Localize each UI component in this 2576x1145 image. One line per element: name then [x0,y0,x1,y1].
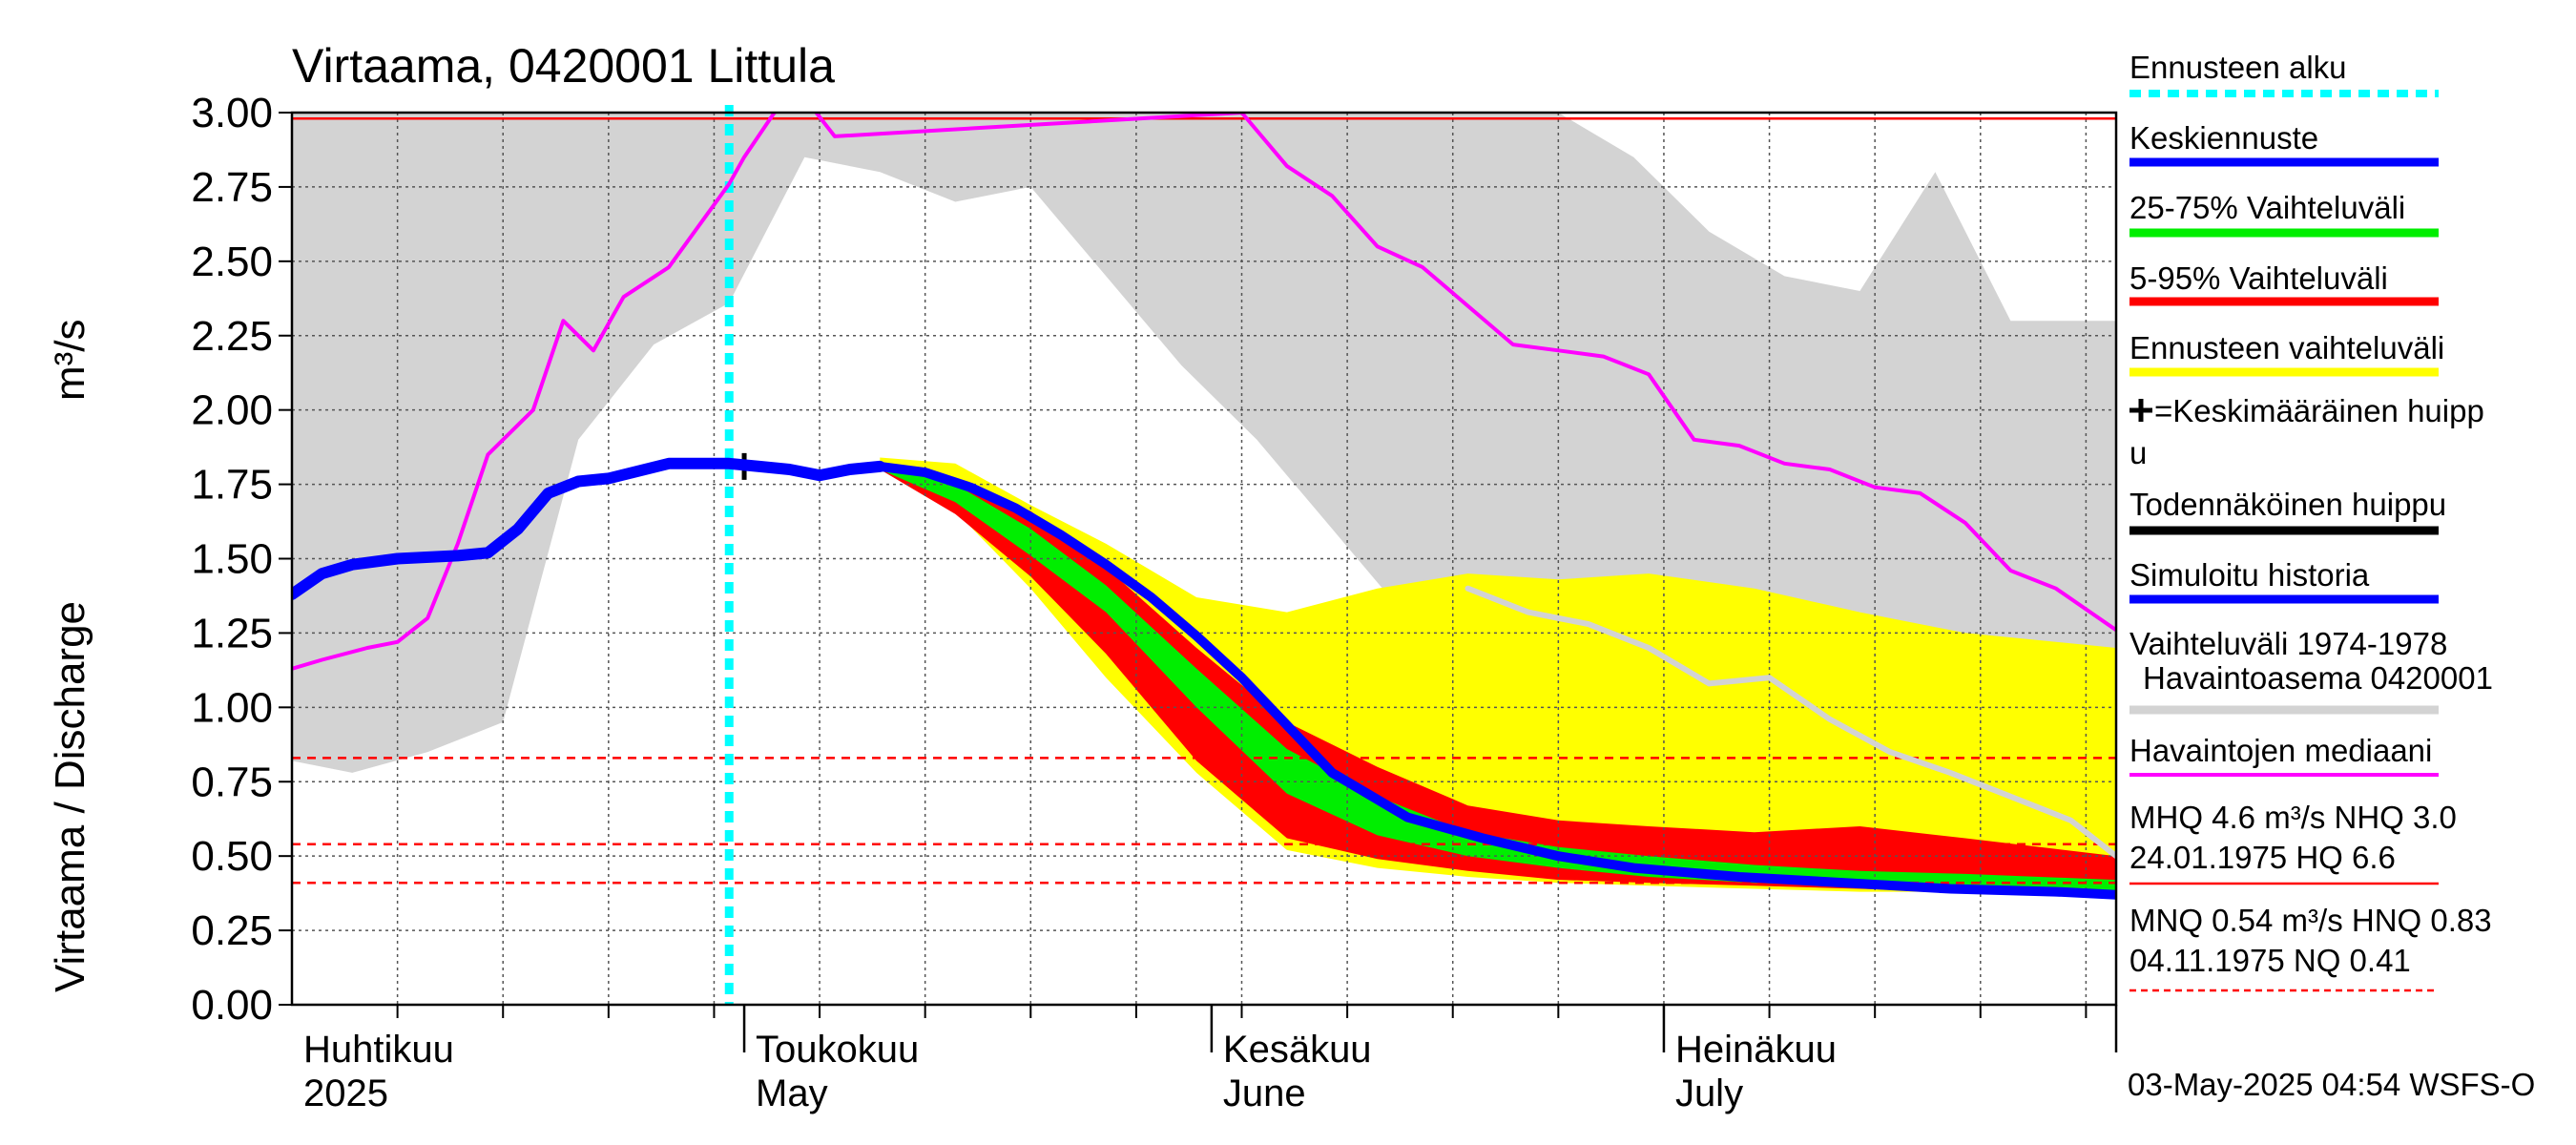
range-bands [292,113,2116,892]
x-month-label: Heinäkuu [1675,1029,1837,1071]
legend-label: Simuloitu historia [2129,557,2370,593]
y-tick-label: 2.25 [191,313,273,360]
legend-label: Todennäköinen huippu [2129,487,2446,522]
stats-text: MNQ 0.54 m³/s HNQ 0.83 [2129,903,2492,938]
plot-frame [290,111,2118,1007]
legend-label: Vaihteluväli 1974-1978 [2129,626,2447,661]
y-tick-label: 1.75 [191,462,273,509]
stats-text: 24.01.1975 HQ 6.6 [2129,840,2396,875]
x-month-sublabel: May [756,1072,828,1114]
legend: Ennusteen alku Keskiennuste 25-75% Vaihtel… [2129,50,2493,992]
axes: 0.00 0.25 0.50 0.75 1.00 1.25 1.50 1.75 2.00 2.25… [191,90,2118,1114]
simulated-history-line [292,457,886,600]
legend-label: Keskiennuste [2129,120,2318,156]
x-month-label: Huhtikuu [303,1029,454,1071]
timestamp: 03-May-2025 04:54 WSFS-O [2128,1067,2535,1102]
y-tick-label: 0.75 [191,759,273,805]
y-axis-unit: m³/s [47,319,93,401]
y-tick-label: 2.75 [191,164,273,211]
y-axis-label: Virtaama / Discharge [47,601,93,992]
legend-peak-symbol [2129,399,2152,422]
y-tick-label: 0.50 [191,833,273,880]
legend-label: Havaintojen mediaani [2129,733,2432,768]
y-tick-label: 1.00 [191,684,273,731]
legend-label-wrap: u [2129,435,2147,470]
y-tick-label: 1.25 [191,610,273,656]
forecast-range-band [880,457,2116,892]
observed-grey-line [1465,585,2116,860]
legend-label: 5-95% Vaihteluväli [2129,260,2388,296]
y-tick-label: 0.00 [191,982,273,1029]
legend-label: =Keskimääräinen huipp [2154,393,2484,428]
stats-text: MHQ 4.6 m³/s NHQ 3.0 [2129,800,2457,835]
x-month-label: Toukokuu [756,1029,919,1071]
legend-label: 25-75% Vaihteluväli [2129,190,2405,225]
legend-label: Ennusteen alku [2129,50,2347,85]
stats-text: 04.11.1975 NQ 0.41 [2129,943,2411,978]
median-line [292,113,2116,671]
legend-label-line2: Havaintoasema 0420001 [2143,660,2493,696]
y-tick-label: 0.25 [191,907,273,954]
y-tick-label: 1.50 [191,536,273,583]
chart-title: Virtaama, 0420001 Littula [292,39,835,93]
x-month-sublabel: June [1223,1072,1306,1114]
mean-forecast-line [875,461,2116,900]
y-tick-label: 2.50 [191,239,273,285]
y-tick-label: 3.00 [191,90,273,136]
legend-label: Ennusteen vaihteluväli [2129,330,2444,365]
y-tick-label: 2.00 [191,387,273,434]
x-month-label: Kesäkuu [1223,1029,1372,1071]
series-lines [292,113,2116,900]
historical-range-band [292,113,2116,773]
x-month-sublabel: 2025 [303,1072,388,1114]
x-month-sublabel: July [1675,1072,1743,1114]
